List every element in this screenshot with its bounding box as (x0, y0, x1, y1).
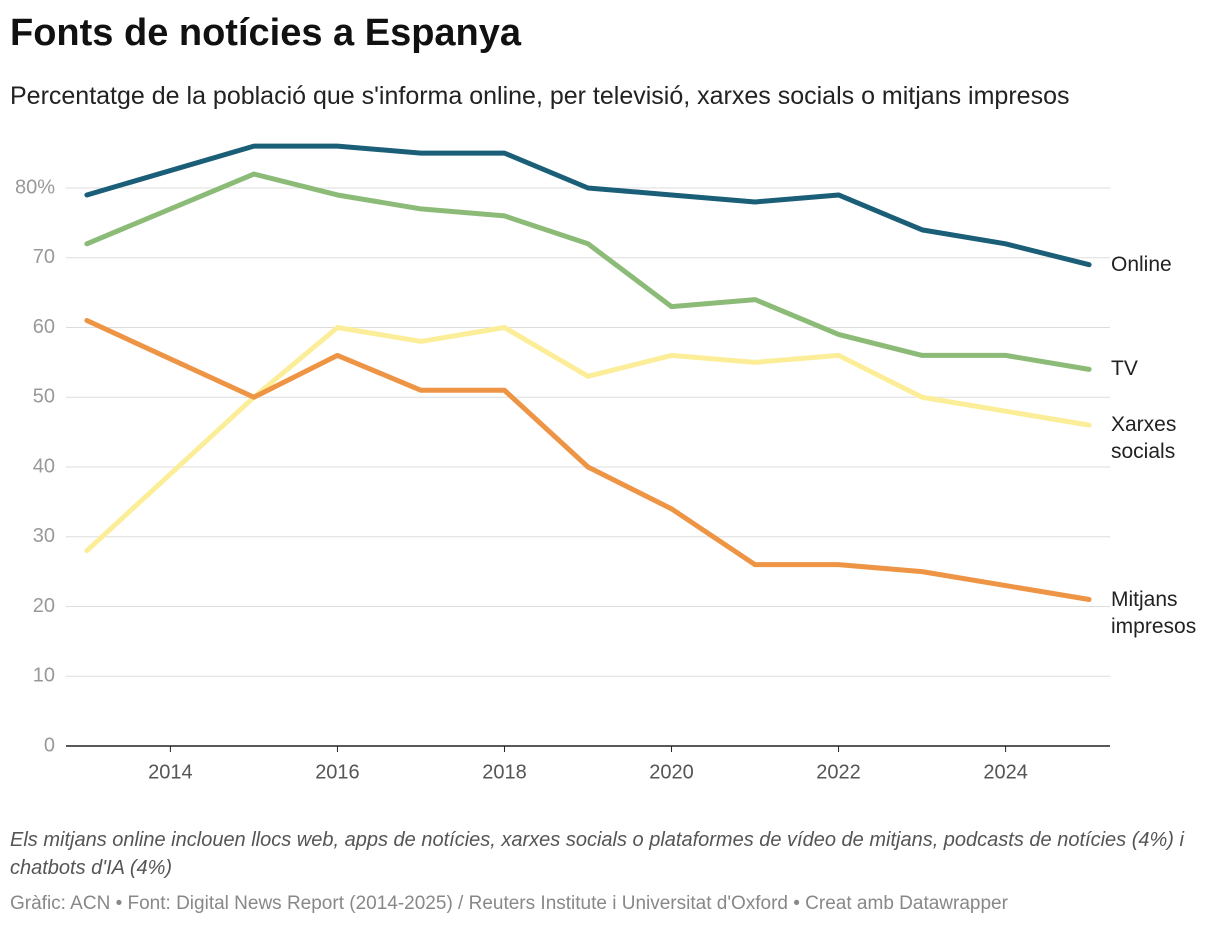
series-line (84, 143, 1092, 268)
y-tick-label: 80% (15, 176, 55, 198)
x-tick-label: 2014 (148, 761, 193, 783)
series-line (84, 171, 1092, 372)
chart-source: Gràfic: ACN • Font: Digital News Report … (10, 893, 1008, 914)
chart-note: Els mitjans online inclouen llocs web, a… (10, 829, 1184, 879)
series-line (84, 325, 1092, 554)
y-tick-label: 0 (44, 734, 55, 756)
chart-title: Fonts de notícies a Espanya (10, 12, 522, 54)
y-tick-label: 40 (33, 455, 55, 477)
chart-subtitle: Percentatge de la població que s'informa… (10, 82, 1070, 110)
series-label: Xarxes socials (1111, 413, 1177, 464)
y-tick-label: 10 (33, 665, 55, 687)
x-tick-label: 2020 (649, 761, 694, 783)
x-tick-label: 2024 (983, 761, 1028, 783)
x-tick-label: 2016 (315, 761, 360, 783)
series-line (84, 318, 1092, 603)
x-tick-label: 2018 (482, 761, 527, 783)
series-label: Mitjans impresos (1111, 587, 1197, 638)
y-tick-label: 20 (33, 595, 55, 617)
y-tick-label: 30 (33, 525, 55, 547)
x-tick-label: 2022 (816, 761, 861, 783)
series-label: TV (1111, 357, 1138, 381)
y-tick-label: 50 (33, 386, 55, 408)
series-label: Online (1111, 252, 1172, 276)
y-tick-label: 60 (33, 316, 55, 338)
y-tick-label: 70 (33, 246, 55, 268)
